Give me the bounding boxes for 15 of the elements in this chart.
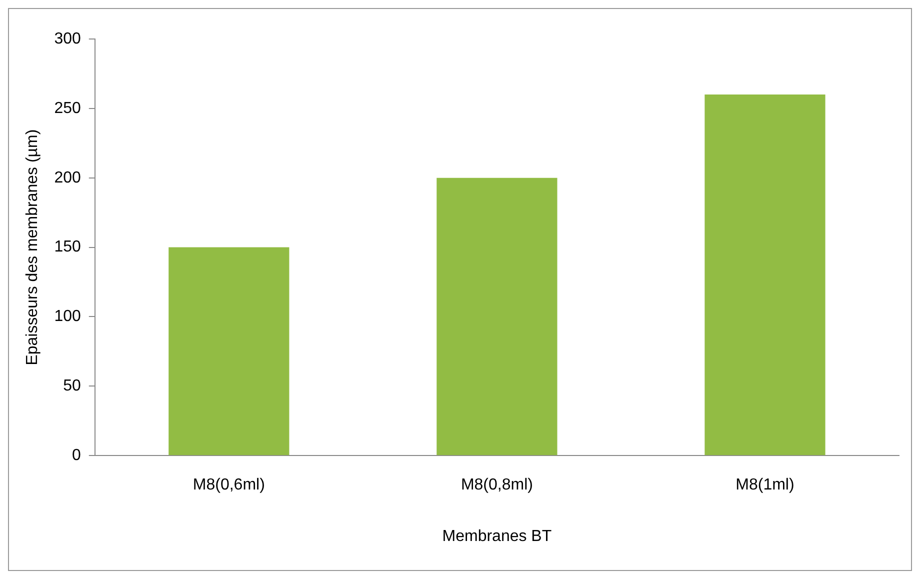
y-tick-label: 150 [54,238,81,256]
x-tick-label: M8(0,8ml) [460,476,533,494]
x-tick-label: M8(0,6ml) [192,476,265,494]
y-axis-title: Epaisseurs des membranes (µm) [24,129,42,366]
y-tick-label: 200 [54,169,81,186]
bar [704,94,826,456]
y-tick-label: 0 [72,447,81,464]
x-axis-title: Membranes BT [442,528,552,545]
y-tick-label: 50 [63,378,81,395]
bar [168,247,290,456]
y-tick-label: 300 [54,30,81,48]
y-tick-label: 250 [54,100,81,117]
y-tick-label: 100 [54,308,81,326]
bar [436,178,558,456]
x-tick-label: M8(1ml) [736,476,794,494]
